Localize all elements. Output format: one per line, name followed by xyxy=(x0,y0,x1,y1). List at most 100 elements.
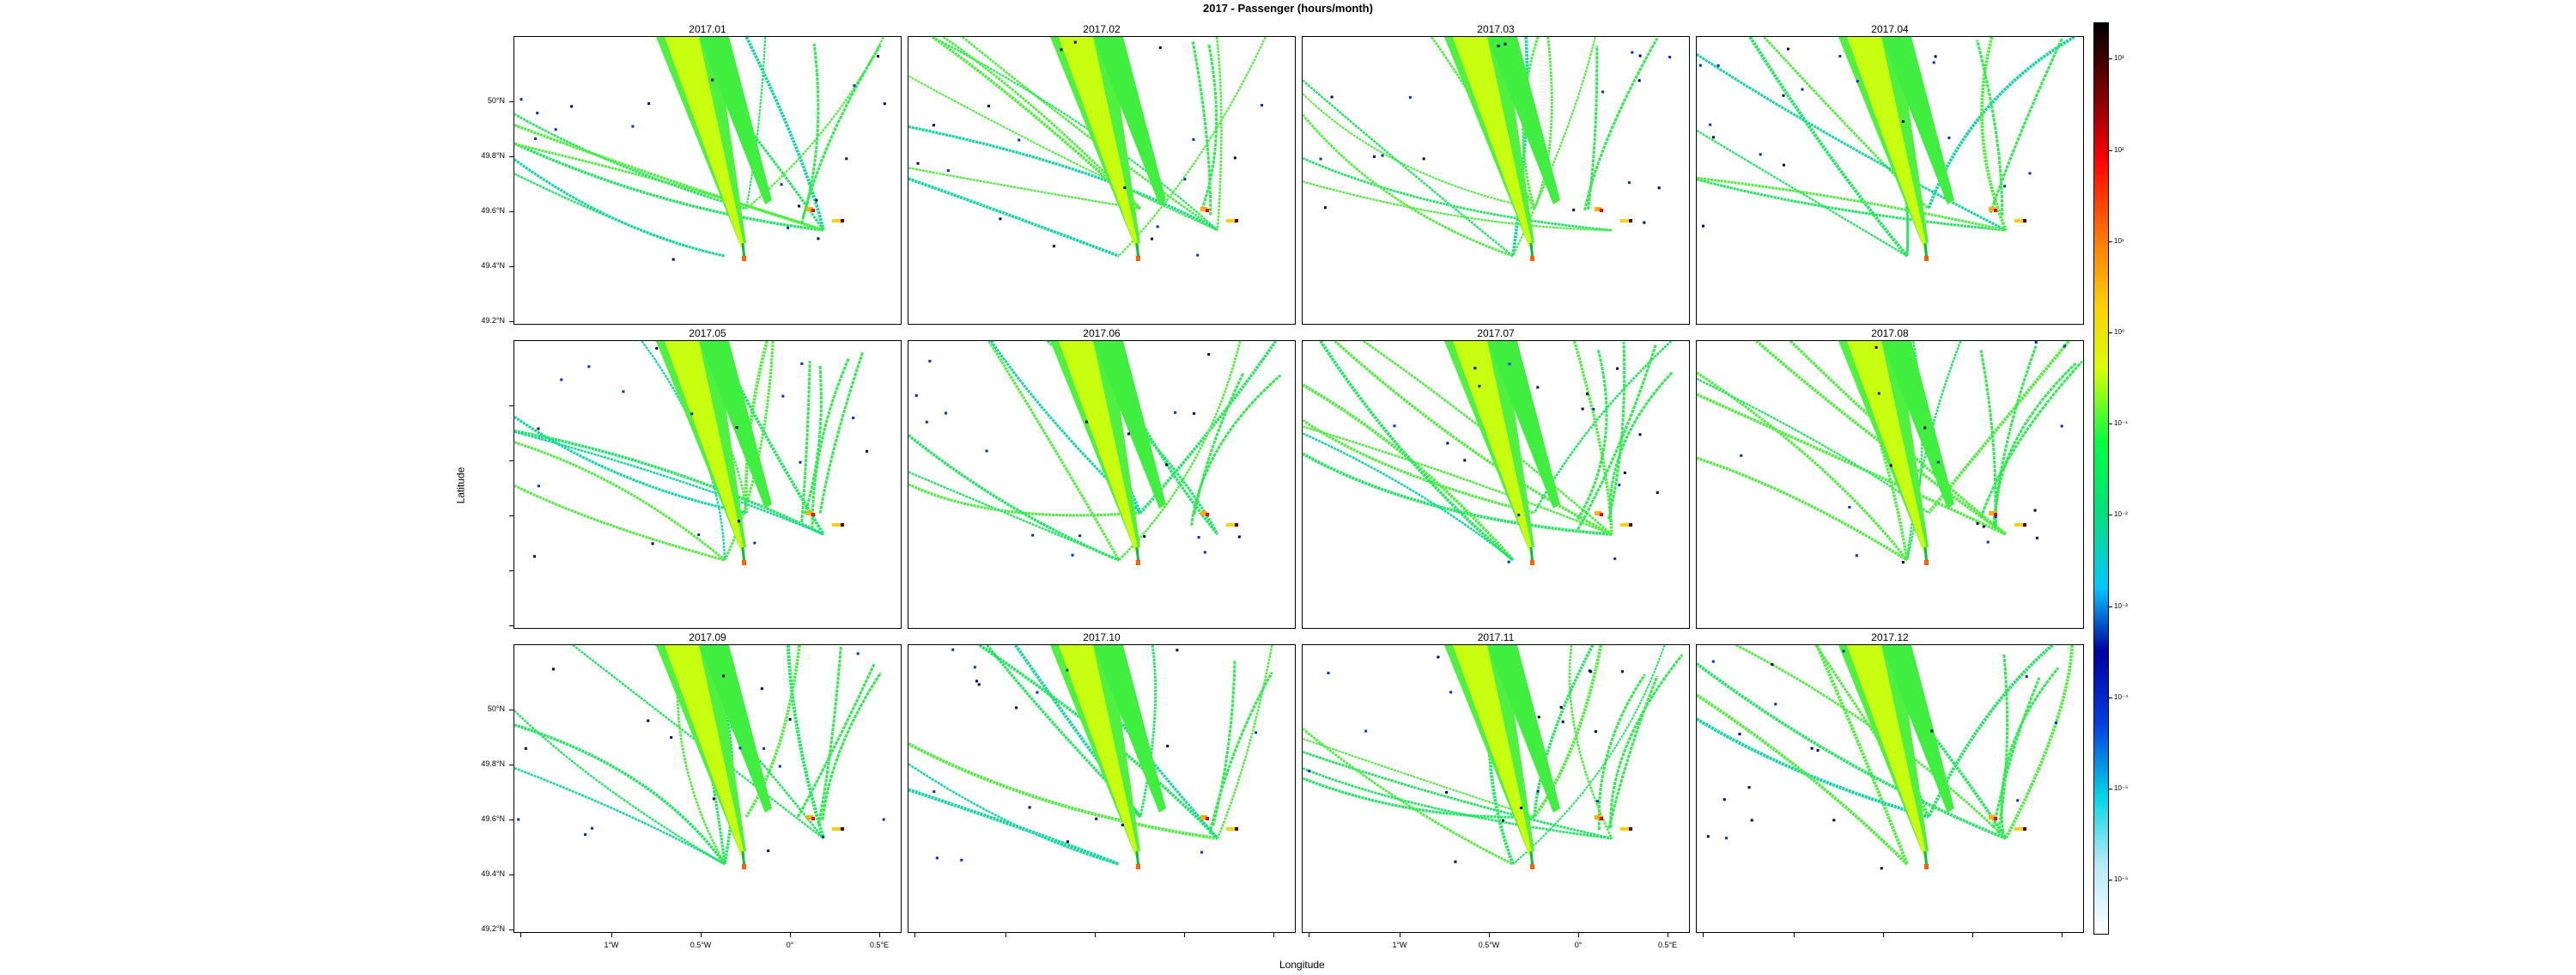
colorbar-tick-label: 10⁻⁶ xyxy=(2114,875,2129,883)
longitude-tick xyxy=(1972,933,1973,937)
longitude-tick-label: 0.5°W xyxy=(1478,941,1500,949)
panel-title: 2017.03 xyxy=(1477,23,1515,35)
panel-title: 2017.01 xyxy=(689,23,726,35)
colorbar-tick-label: 10⁻⁴ xyxy=(2114,693,2129,701)
ship-track-heatmap xyxy=(514,645,885,869)
latitude-tick-label: 49.8°N xyxy=(481,151,505,160)
longitude-tick-label: 0.5°E xyxy=(869,941,890,949)
latitude-tick xyxy=(509,405,513,406)
longitude-tick xyxy=(1095,933,1096,937)
panel-title: 2017.02 xyxy=(1083,23,1121,35)
ship-track-heatmap xyxy=(1303,341,1674,565)
colorbar-tick-label: 10⁻³ xyxy=(2114,602,2128,610)
colorbar-tick-label: 10² xyxy=(2114,146,2124,154)
longitude-tick xyxy=(520,933,521,937)
y-axis-label: Latitude xyxy=(454,466,467,504)
map-panel xyxy=(1696,36,2084,325)
ship-track-heatmap xyxy=(1697,645,2075,870)
colorbar-tick xyxy=(2109,332,2112,333)
panel-title: 2017.12 xyxy=(1871,631,1909,643)
ship-track-heatmap xyxy=(514,341,868,565)
longitude-tick-label: 0.5°W xyxy=(690,941,712,949)
map-panel xyxy=(513,644,902,933)
ship-track-heatmap xyxy=(1303,37,1672,261)
colorbar-tick xyxy=(2109,150,2112,151)
longitude-tick xyxy=(611,933,612,937)
colorbar-tick-label: 10⁻⁵ xyxy=(2114,784,2129,792)
latitude-tick xyxy=(509,874,513,875)
latitude-tick xyxy=(509,156,513,157)
longitude-tick xyxy=(914,933,915,937)
colorbar-tick-label: 10¹ xyxy=(2114,237,2124,245)
longitude-tick-label: 0° xyxy=(1574,941,1583,949)
ship-track-heatmap xyxy=(1303,645,1684,869)
colorbar-tick-label: 10⁻² xyxy=(2114,510,2128,518)
panel-title: 2017.04 xyxy=(1871,23,1909,35)
panel-title: 2017.06 xyxy=(1083,327,1121,339)
panel-title: 2017.08 xyxy=(1871,327,1909,339)
colorbar-tick-label: 10³ xyxy=(2114,54,2124,62)
map-panel xyxy=(908,340,1296,629)
panel-title: 2017.09 xyxy=(689,631,726,643)
latitude-tick-label: 49.4°N xyxy=(481,869,505,878)
latitude-tick xyxy=(509,266,513,267)
latitude-tick xyxy=(509,625,513,626)
colorbar xyxy=(2093,22,2109,935)
latitude-tick xyxy=(509,515,513,516)
latitude-tick-label: 49.4°N xyxy=(481,261,505,270)
ship-track-heatmap xyxy=(908,645,1273,869)
latitude-tick xyxy=(509,929,513,930)
panel-title: 2017.07 xyxy=(1477,327,1515,339)
map-panel xyxy=(908,644,1296,933)
map-panel xyxy=(1302,36,1690,325)
panel-title: 2017.05 xyxy=(689,327,726,339)
latitude-tick-label: 49.8°N xyxy=(481,759,505,768)
latitude-tick-label: 49.2°N xyxy=(481,316,505,325)
map-panel xyxy=(513,36,902,325)
ship-track-heatmap xyxy=(1697,37,2075,261)
longitude-tick-label: 1°W xyxy=(604,941,619,949)
latitude-tick-label: 50°N xyxy=(487,704,505,713)
x-axis-label: Longitude xyxy=(1279,959,1325,971)
map-panel xyxy=(1696,644,2084,933)
map-panel xyxy=(1302,340,1690,629)
longitude-tick-label: 1°W xyxy=(1392,941,1407,949)
longitude-tick xyxy=(701,933,702,937)
latitude-tick xyxy=(509,211,513,212)
longitude-tick xyxy=(1578,933,1579,937)
longitude-tick xyxy=(1005,933,1006,937)
longitude-tick xyxy=(1273,933,1274,937)
colorbar-tick xyxy=(2109,880,2112,881)
colorbar-tick xyxy=(2109,58,2112,59)
longitude-tick xyxy=(1794,933,1795,937)
ship-track-heatmap xyxy=(514,37,886,261)
map-panel xyxy=(513,340,902,629)
longitude-tick-label: 0.5°E xyxy=(1657,941,1678,949)
latitude-tick-label: 49.6°N xyxy=(481,206,505,215)
ship-track-heatmap xyxy=(1697,341,2083,565)
colorbar-tick-label: 10⁻¹ xyxy=(2114,419,2128,427)
colorbar-tick xyxy=(2109,606,2112,607)
longitude-tick xyxy=(2062,933,2063,937)
longitude-tick xyxy=(1883,933,1884,937)
longitude-tick xyxy=(1703,933,1704,937)
longitude-tick xyxy=(1489,933,1490,937)
ship-track-heatmap xyxy=(908,341,1282,565)
panel-title: 2017.11 xyxy=(1477,631,1515,643)
latitude-tick xyxy=(509,101,513,102)
colorbar-tick xyxy=(2109,241,2112,242)
longitude-tick-label: 0° xyxy=(786,941,794,949)
latitude-tick xyxy=(509,570,513,571)
longitude-tick xyxy=(790,933,791,937)
ship-track-heatmap xyxy=(908,37,1267,261)
longitude-tick xyxy=(879,933,880,937)
latitude-tick xyxy=(509,321,513,322)
panel-title: 2017.10 xyxy=(1083,631,1121,643)
latitude-tick xyxy=(509,460,513,461)
figure-title: 2017 - Passenger (hours/month) xyxy=(1203,2,1373,15)
latitude-tick-label: 49.6°N xyxy=(481,814,505,823)
map-panel xyxy=(908,36,1296,325)
latitude-tick-label: 50°N xyxy=(487,96,505,105)
map-panel xyxy=(1302,644,1690,933)
